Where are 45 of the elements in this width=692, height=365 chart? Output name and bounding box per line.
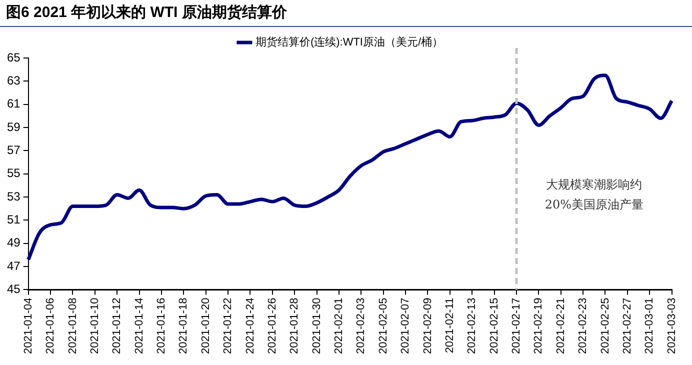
y-tick-label: 45 [6,282,21,296]
x-tick-label: 2021-02-07 [400,298,412,354]
x-tick-label: 2021-02-23 [577,298,590,354]
x-tick-label: 2021-02-11 [444,298,456,354]
x-tick-label: 2021-01-24 [244,298,256,354]
x-tick-label: 2021-01-06 [44,298,57,354]
x-tick-label: 2021-01-26 [266,298,278,354]
x-tick-label: 2021-01-08 [66,298,79,354]
y-tick-label: 61 [6,96,21,111]
x-tick-label: 2021-03-03 [666,298,678,354]
x-tick-label: 2021-02-01 [333,298,346,354]
y-tick-label: 51 [6,212,21,227]
x-tick-label: 2021-01-18 [178,298,190,354]
x-tick-label: 2021-01-16 [156,298,168,354]
x-tick-label: 2021-01-10 [88,298,101,354]
x-tick-label: 2021-01-22 [222,298,234,354]
x-tick-label: 2021-02-09 [422,298,434,354]
x-tick-label: 2021-02-19 [532,298,545,354]
y-tick-label: 53 [6,189,21,204]
x-tick-label: 2021-02-15 [488,298,500,354]
legend-label: 期货结算价(连续):WTI原油（美元/桶） [255,36,444,49]
chart-title: 图6 2021 年初以来的 WTI 原油期货结算价 [0,0,692,27]
y-tick-label: 59 [6,120,21,134]
x-tick-label: 2021-01-28 [288,298,301,354]
y-tick-label: 57 [6,143,21,158]
x-tick-label: 2021-01-14 [133,298,146,354]
x-tick-label: 2021-01-20 [200,298,212,354]
x-tick-label: 2021-03-01 [644,298,656,354]
x-tick-label: 2021-01-12 [111,298,124,354]
x-tick-label: 2021-01-04 [22,298,34,354]
x-tick-label: 2021-02-21 [554,298,567,354]
y-tick-label: 55 [6,166,21,180]
y-tick-label: 65 [6,50,21,64]
line-series [26,74,674,262]
x-tick-label: 2021-01-30 [310,298,323,354]
annotation: 大规模寒潮影响约20%美国原油产量 [544,178,644,212]
y-tick-label: 47 [6,258,21,273]
x-tick-label: 2021-02-17 [510,298,523,354]
y-tick-label: 49 [6,236,21,250]
x-tick-label: 2021-02-27 [621,298,634,354]
x-tick-label: 2021-02-25 [599,298,612,354]
x-tick-label: 2021-02-03 [355,298,368,354]
y-tick-label: 63 [6,73,21,88]
x-tick-label: 2021-02-13 [466,298,478,354]
x-tick-label: 2021-02-05 [377,298,390,354]
